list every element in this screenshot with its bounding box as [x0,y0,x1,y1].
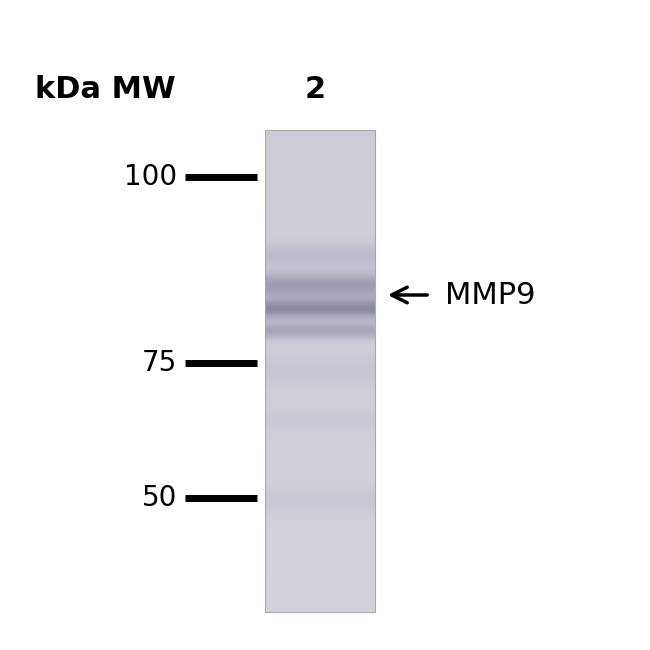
Text: 100: 100 [124,163,177,191]
Text: 75: 75 [142,349,177,377]
Text: 50: 50 [142,484,177,512]
Text: kDa MW: kDa MW [34,75,176,105]
Text: 2: 2 [304,75,326,105]
Text: MMP9: MMP9 [445,281,536,309]
Bar [265,130,375,612]
